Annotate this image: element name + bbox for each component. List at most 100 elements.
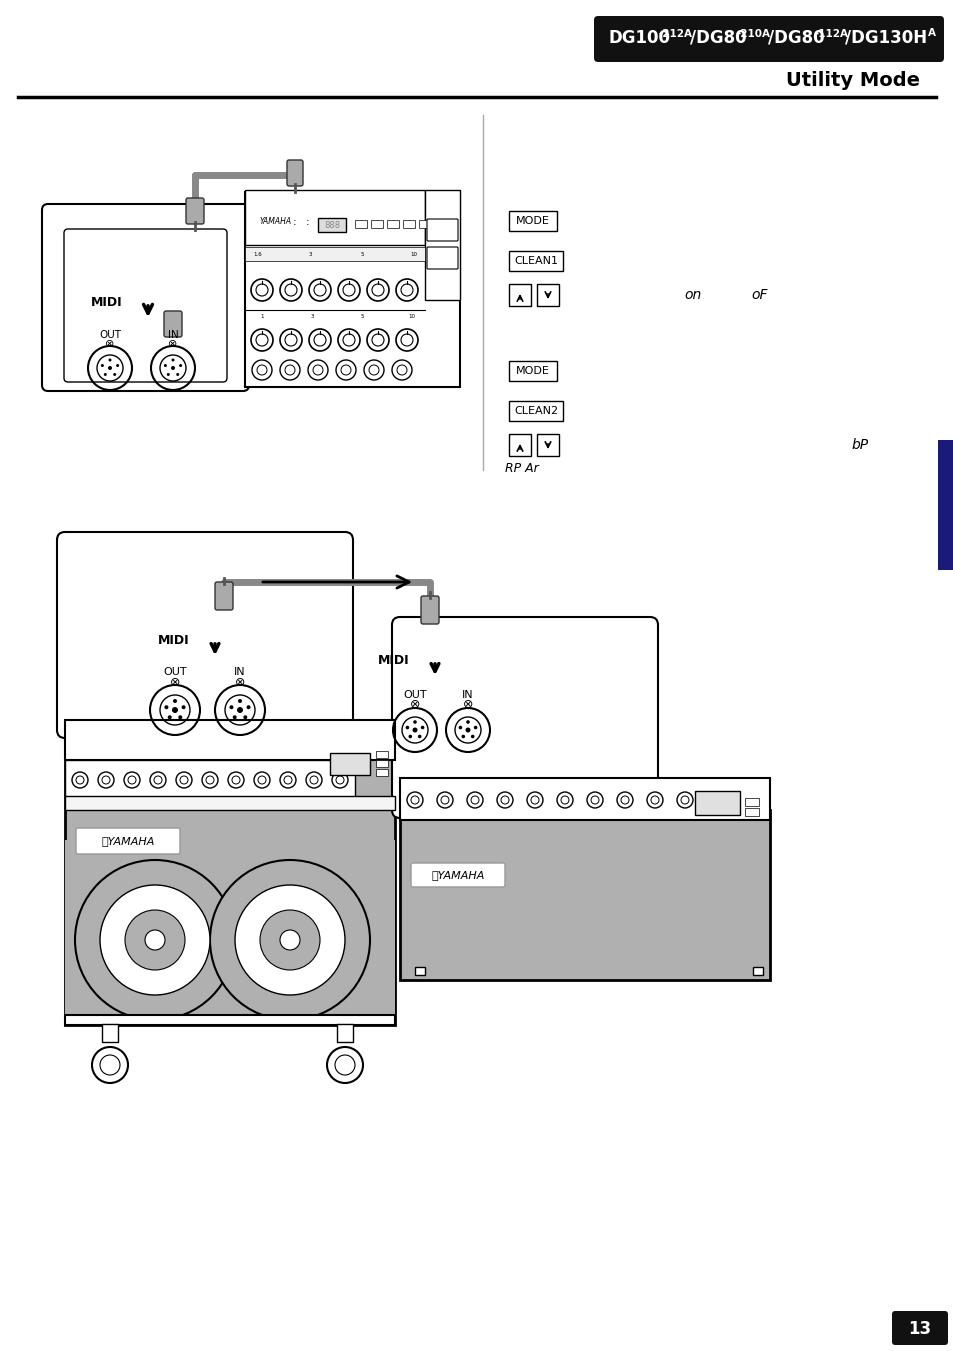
Bar xyxy=(402,220,415,228)
Circle shape xyxy=(104,373,107,376)
Text: ⒦YAMAHA: ⒦YAMAHA xyxy=(101,836,154,846)
Text: bP: bP xyxy=(850,438,867,453)
Bar xyxy=(371,220,382,228)
FancyBboxPatch shape xyxy=(427,247,457,269)
Bar xyxy=(65,840,395,1025)
Text: 3: 3 xyxy=(310,313,314,319)
Circle shape xyxy=(471,735,474,738)
Bar xyxy=(245,190,424,245)
Bar xyxy=(102,1024,118,1042)
FancyBboxPatch shape xyxy=(891,1310,947,1346)
Text: :: : xyxy=(293,218,296,227)
Text: MIDI: MIDI xyxy=(91,296,123,308)
FancyBboxPatch shape xyxy=(537,284,558,305)
Text: :: : xyxy=(306,218,310,227)
Circle shape xyxy=(167,373,170,376)
Circle shape xyxy=(243,715,247,719)
Circle shape xyxy=(113,373,116,376)
Circle shape xyxy=(465,727,470,732)
Circle shape xyxy=(179,363,182,367)
Bar xyxy=(375,751,388,758)
Circle shape xyxy=(420,725,424,730)
Circle shape xyxy=(125,911,185,970)
Circle shape xyxy=(100,885,210,994)
Text: /DG130H: /DG130H xyxy=(844,28,926,47)
FancyBboxPatch shape xyxy=(537,434,558,457)
Text: ⊗: ⊗ xyxy=(170,676,180,689)
Circle shape xyxy=(474,725,476,730)
Circle shape xyxy=(172,707,178,713)
Circle shape xyxy=(178,715,182,719)
FancyBboxPatch shape xyxy=(287,159,303,186)
Circle shape xyxy=(237,698,242,703)
Bar xyxy=(330,753,370,775)
FancyBboxPatch shape xyxy=(164,311,182,336)
Text: 3: 3 xyxy=(308,251,312,257)
Bar xyxy=(744,808,759,816)
Circle shape xyxy=(230,705,233,709)
Circle shape xyxy=(236,707,243,713)
Bar xyxy=(65,730,395,1025)
Circle shape xyxy=(172,358,174,362)
Text: MIDI: MIDI xyxy=(158,634,190,647)
Text: 1.6: 1.6 xyxy=(253,251,262,257)
Bar xyxy=(245,247,424,261)
FancyBboxPatch shape xyxy=(411,863,504,888)
Text: ⊗: ⊗ xyxy=(105,339,114,349)
Bar xyxy=(355,220,367,228)
Circle shape xyxy=(413,720,416,724)
Bar xyxy=(415,967,424,975)
Bar xyxy=(65,796,395,811)
Circle shape xyxy=(145,929,165,950)
Circle shape xyxy=(233,715,236,719)
Text: ⊗: ⊗ xyxy=(168,339,177,349)
Circle shape xyxy=(466,720,469,724)
Bar xyxy=(418,220,431,228)
Circle shape xyxy=(280,929,299,950)
Text: 13: 13 xyxy=(907,1320,930,1337)
Circle shape xyxy=(176,373,179,376)
Text: DG100: DG100 xyxy=(608,28,670,47)
Text: IN: IN xyxy=(168,330,178,340)
Bar xyxy=(375,761,388,767)
Text: on: on xyxy=(683,288,700,303)
Bar xyxy=(336,1024,353,1042)
Text: OUT: OUT xyxy=(99,330,121,340)
FancyBboxPatch shape xyxy=(594,16,943,62)
Bar xyxy=(399,778,769,820)
Bar xyxy=(375,769,388,775)
Circle shape xyxy=(101,363,104,367)
FancyBboxPatch shape xyxy=(509,284,531,305)
Circle shape xyxy=(164,363,167,367)
Bar xyxy=(65,1015,395,1025)
Text: /DG80: /DG80 xyxy=(689,28,746,47)
Bar xyxy=(937,440,953,570)
Text: MIDI: MIDI xyxy=(378,654,410,666)
FancyBboxPatch shape xyxy=(76,828,180,854)
FancyBboxPatch shape xyxy=(420,596,438,624)
Bar xyxy=(65,720,395,761)
Circle shape xyxy=(458,725,461,730)
Text: ⊗: ⊗ xyxy=(462,698,473,712)
FancyBboxPatch shape xyxy=(509,361,557,381)
Circle shape xyxy=(181,705,186,709)
Bar xyxy=(65,761,355,800)
Text: 10: 10 xyxy=(408,313,416,319)
Text: ⊗: ⊗ xyxy=(410,698,420,712)
Text: -212A: -212A xyxy=(659,28,692,39)
FancyBboxPatch shape xyxy=(42,204,249,390)
Circle shape xyxy=(75,861,234,1020)
FancyBboxPatch shape xyxy=(509,434,531,457)
Text: /DG80: /DG80 xyxy=(767,28,823,47)
Text: OUT: OUT xyxy=(403,690,426,700)
Circle shape xyxy=(210,861,370,1020)
Bar xyxy=(744,798,759,807)
Text: 10: 10 xyxy=(410,251,417,257)
Text: -210A: -210A xyxy=(737,28,770,39)
FancyBboxPatch shape xyxy=(509,251,562,272)
Text: YAMAHA: YAMAHA xyxy=(260,218,292,227)
Text: MODE: MODE xyxy=(516,366,549,376)
Circle shape xyxy=(412,727,417,732)
Circle shape xyxy=(260,911,319,970)
Circle shape xyxy=(108,366,112,370)
